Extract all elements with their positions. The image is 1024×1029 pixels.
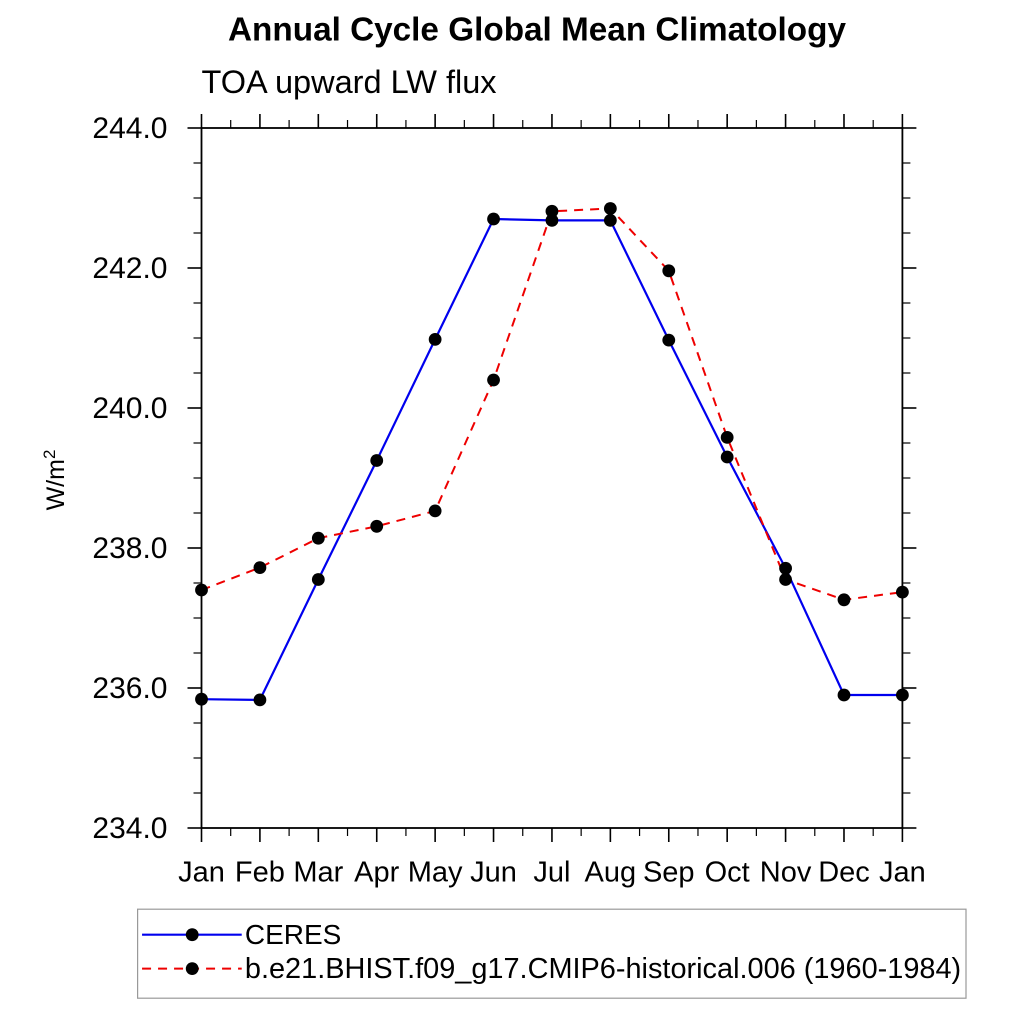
svg-text:234.0: 234.0 (92, 812, 167, 845)
svg-text:Oct: Oct (705, 857, 750, 889)
svg-text:Feb: Feb (235, 857, 285, 889)
svg-text:236.0: 236.0 (92, 672, 167, 705)
svg-text:Jan: Jan (178, 857, 225, 889)
svg-text:Aug: Aug (585, 857, 637, 889)
svg-text:Jul: Jul (533, 857, 570, 889)
svg-text:Jan: Jan (879, 857, 926, 889)
svg-text:Mar: Mar (293, 857, 343, 889)
svg-text:240.0: 240.0 (92, 392, 167, 425)
svg-text:242.0: 242.0 (92, 252, 167, 285)
svg-text:Jun: Jun (470, 857, 517, 889)
svg-text:Sep: Sep (643, 857, 695, 889)
svg-text:Nov: Nov (760, 857, 812, 889)
svg-text:TOA upward LW flux: TOA upward LW flux (202, 64, 497, 100)
svg-text:Apr: Apr (354, 857, 399, 889)
svg-text:b.e21.BHIST.f09_g17.CMIP6-hist: b.e21.BHIST.f09_g17.CMIP6-historical.006… (245, 953, 961, 985)
svg-text:238.0: 238.0 (92, 532, 167, 565)
svg-text:CERES: CERES (245, 919, 341, 950)
svg-text:Dec: Dec (818, 857, 870, 889)
svg-text:Annual Cycle Global Mean Clima: Annual Cycle Global Mean Climatology (228, 12, 846, 49)
svg-text:May: May (408, 857, 463, 889)
svg-text:244.0: 244.0 (92, 112, 167, 145)
